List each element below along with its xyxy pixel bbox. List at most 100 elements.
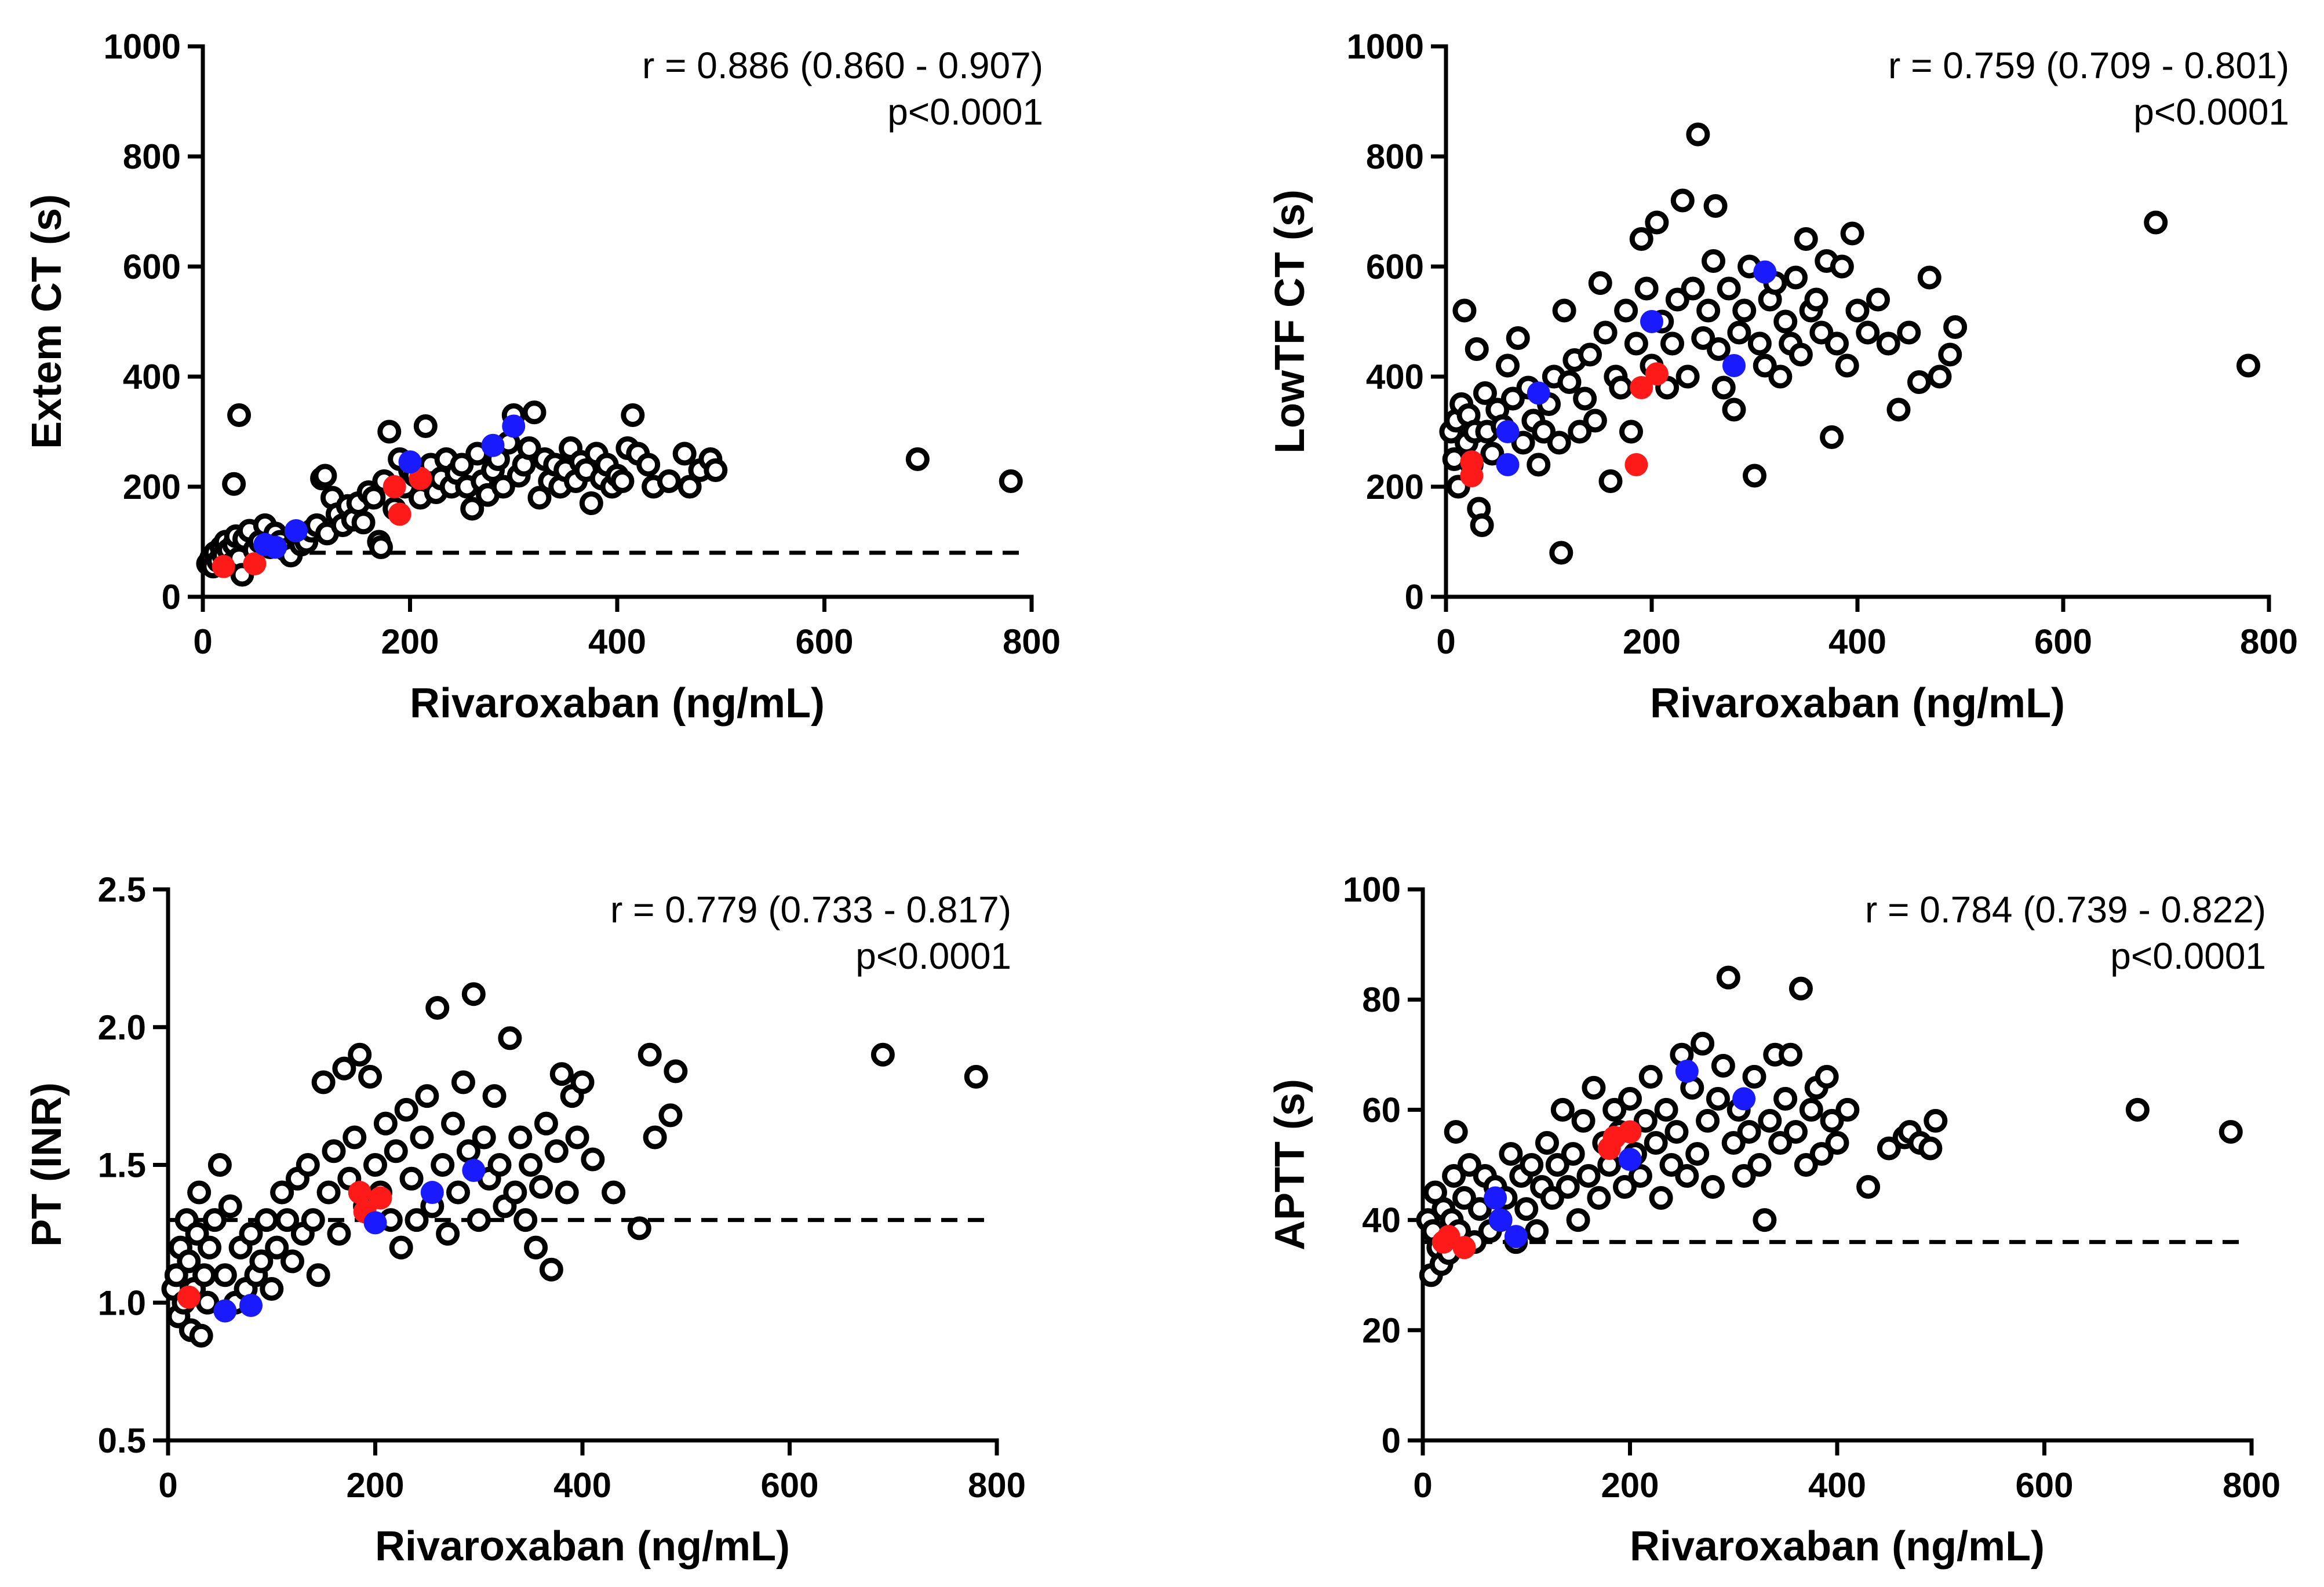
data-point-open: [316, 1180, 341, 1205]
data-point-open: [265, 1235, 289, 1260]
data-point-open: [1701, 1175, 1725, 1199]
data-point-open: [1716, 965, 1740, 990]
data-point-open: [2219, 1119, 2243, 1144]
points: [196, 400, 1023, 587]
data-point-open: [301, 1208, 325, 1232]
data-point-open: [311, 1070, 336, 1095]
data-point-red: [1624, 453, 1648, 476]
data-point-open: [1886, 397, 1911, 422]
y-tick-label: 200: [1366, 468, 1424, 506]
data-point-blue: [363, 1211, 387, 1235]
panel-aptt: 0 20 40 60 80 100 0 200 400 600 800 APTT (s) Riva…: [1267, 870, 2281, 1570]
data-point-open: [1686, 122, 1710, 147]
data-point-open: [1550, 1097, 1575, 1122]
data-point-open: [1747, 1153, 1772, 1177]
data-point-open: [1820, 425, 1844, 449]
stat-p: p<0.0001: [2110, 935, 2266, 977]
y-axis-title: LowTF CT (s): [1267, 189, 1313, 454]
data-point-open: [1928, 364, 1952, 389]
stat-r: r = 0.784 (0.739 - 0.822): [1865, 889, 2266, 931]
data-point-open: [1938, 342, 1962, 367]
data-point-open: [1624, 331, 1648, 356]
data-point-open: [1784, 265, 1808, 290]
data-point-open: [405, 1208, 429, 1232]
data-point-open: [207, 1153, 232, 1177]
data-point-open: [425, 995, 450, 1020]
data-point-red: [243, 552, 267, 575]
y-tick-label: 0: [1382, 1421, 1401, 1460]
data-point-open: [1702, 249, 1725, 273]
data-point-open: [358, 1064, 383, 1089]
x-tick-label: 400: [588, 622, 646, 661]
y-axis-title: PT (INR): [24, 1082, 70, 1247]
data-point-open: [1644, 1130, 1668, 1155]
data-point-open: [187, 1180, 212, 1205]
data-point-open: [1457, 1153, 1481, 1177]
data-point-open: [1804, 287, 1828, 312]
data-point-open: [377, 419, 402, 444]
x-tick-label: 400: [1808, 1466, 1866, 1505]
data-point-open: [1711, 1053, 1735, 1078]
data-point-open: [450, 453, 474, 477]
y-tick-label: 200: [123, 468, 181, 506]
data-point-open: [218, 1194, 242, 1218]
data-point-blue: [502, 414, 526, 438]
data-point-open: [1917, 265, 1941, 290]
data-point-open: [1773, 1086, 1798, 1111]
data-point-open: [2236, 353, 2260, 378]
data-point-open: [322, 1139, 346, 1163]
data-point-open: [431, 1153, 455, 1177]
x-axis-title: Rivaroxaban (ng/mL): [1630, 1523, 2045, 1570]
data-point-open: [192, 1263, 217, 1287]
data-point-open: [1840, 221, 1864, 246]
x-tick-label: 400: [553, 1466, 611, 1505]
x-ticks: 0 200 400 600 800: [158, 1440, 1026, 1505]
data-point-open: [1634, 276, 1659, 301]
data-point-open: [260, 1276, 284, 1301]
data-point-open: [1876, 331, 1900, 356]
y-tick-label: 1000: [1347, 27, 1424, 66]
data-point-red: [348, 1181, 371, 1205]
data-point-open: [636, 453, 661, 477]
stat-r: r = 0.759 (0.709 - 0.801): [1888, 45, 2289, 86]
data-point-open: [1614, 298, 1638, 323]
stat-p: p<0.0001: [2133, 91, 2289, 133]
data-point-open: [254, 1208, 279, 1232]
data-point-open: [549, 1062, 574, 1086]
y-tick-label: 40: [1362, 1201, 1401, 1240]
stat-p: p<0.0001: [855, 935, 1011, 977]
data-point-open: [513, 1208, 538, 1232]
data-point-open: [399, 1166, 424, 1191]
data-point-open: [373, 1111, 398, 1136]
data-point-open: [227, 403, 252, 427]
data-point-open: [1779, 1042, 1803, 1067]
data-point-open: [1568, 419, 1592, 444]
data-point-open: [363, 1153, 387, 1177]
x-tick-label: 600: [795, 622, 853, 661]
data-point-blue: [239, 1294, 263, 1318]
y-tick-label: 600: [1366, 247, 1424, 286]
data-point-open: [198, 1235, 221, 1260]
data-point-blue: [1496, 420, 1520, 443]
points: [1416, 965, 2243, 1287]
data-point-open: [1638, 1064, 1663, 1089]
data-point-open: [1629, 227, 1653, 251]
data-point-open: [1809, 320, 1834, 345]
data-point-open: [362, 486, 386, 510]
x-tick-label: 200: [1601, 1466, 1659, 1505]
data-point-open: [1588, 271, 1612, 295]
data-point-open: [472, 1125, 496, 1150]
data-point-open: [1856, 1175, 1881, 1199]
data-point-open: [487, 1153, 512, 1177]
data-point-open: [1609, 375, 1633, 400]
data-point-blue: [284, 519, 308, 542]
y-tick-label: 20: [1362, 1311, 1401, 1350]
data-point-open: [415, 1084, 439, 1108]
data-point-blue: [1484, 1186, 1507, 1210]
data-point-open: [1654, 1097, 1678, 1122]
data-point-open: [1727, 320, 1751, 345]
data-point-open: [534, 1111, 558, 1136]
data-point-open: [369, 535, 393, 559]
data-point-open: [1794, 1153, 1818, 1177]
